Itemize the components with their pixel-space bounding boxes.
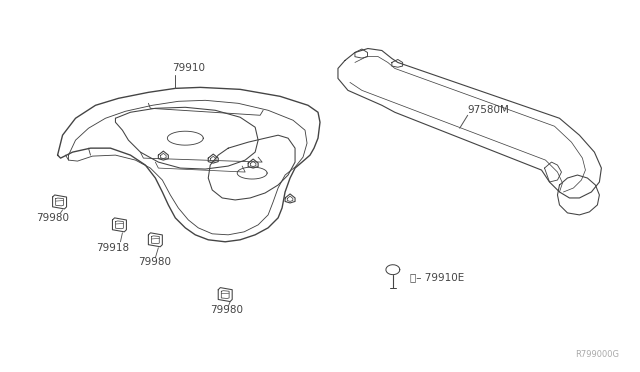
Text: 79980: 79980 — [36, 213, 68, 223]
Text: 97580M: 97580M — [468, 105, 509, 115]
Text: 79980: 79980 — [210, 305, 243, 315]
Text: ⓔ– 79910E: ⓔ– 79910E — [410, 273, 464, 283]
Text: 79918: 79918 — [97, 243, 130, 253]
Text: R799000G: R799000G — [575, 350, 620, 359]
Text: 79980: 79980 — [138, 257, 172, 267]
Text: 79910: 79910 — [172, 64, 205, 73]
